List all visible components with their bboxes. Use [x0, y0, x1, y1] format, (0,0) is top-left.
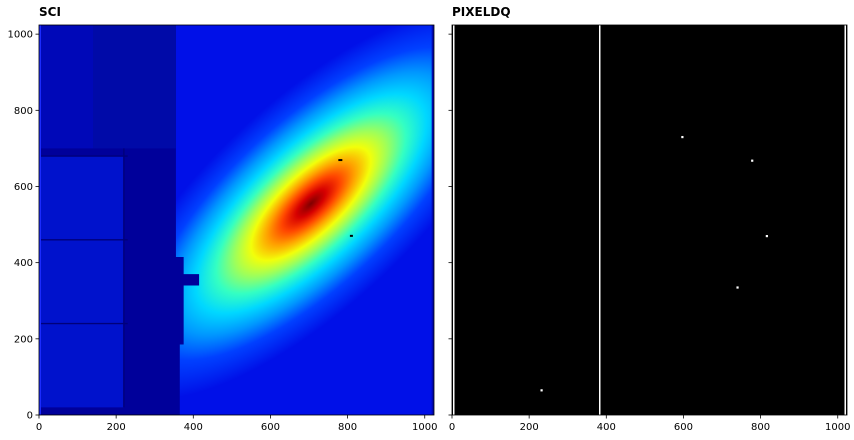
sci-xtick-label: 1000 [412, 422, 437, 433]
pixeldq-flagged-pixel [765, 234, 768, 238]
sci-title: SCI [39, 5, 61, 19]
pixeldq-xtick-label: 800 [751, 422, 770, 433]
sci-ytick-label: 0 [27, 411, 33, 422]
sci-left-edge [39, 25, 41, 415]
pixeldq-flagged-pixel [751, 159, 754, 162]
detector-panel-upper [41, 25, 94, 149]
sci-xtick-label: 400 [184, 422, 203, 433]
pixeldq-xtick-label: 200 [520, 422, 539, 433]
sci-xtick-label: 0 [36, 422, 42, 433]
pixeldq-xtick-label: 400 [597, 422, 616, 433]
pixeldq-flagged-pixel [540, 389, 543, 392]
detector-panel-upper-right [93, 25, 176, 149]
pixeldq-background [452, 25, 847, 415]
pixeldq-flagged-pixel [681, 135, 684, 139]
sci-xtick-label: 800 [338, 422, 357, 433]
pixeldq-xtick-label: 1000 [825, 422, 850, 433]
sci-xtick-label: 600 [261, 422, 280, 433]
sci-xtick-label: 200 [107, 422, 126, 433]
pixeldq-flagged-column-edge [453, 25, 455, 415]
sci-ytick-label: 800 [14, 106, 33, 117]
pixeldq-panel: 0 200 400 600 800 1000 [448, 24, 850, 433]
sci-bad-pixel [349, 234, 353, 237]
sci-right-edge [431, 25, 434, 415]
pixeldq-title: PIXELDQ [452, 5, 511, 19]
pixeldq-flagged-column [598, 25, 601, 415]
sci-ytick-label: 200 [14, 334, 33, 345]
sci-ytick-label: 1000 [8, 30, 33, 41]
sci-axes-frame [38, 24, 435, 416]
pixeldq-xtick-label: 600 [674, 422, 693, 433]
pixeldq-flagged-pixel [736, 286, 739, 289]
pixeldq-axes-frame [451, 24, 848, 416]
sci-ytick-label: 600 [14, 182, 33, 193]
pixeldq-flagged-column-edge [844, 25, 846, 415]
pixeldq-xtick-label: 0 [449, 422, 455, 433]
sci-ytick-label: 400 [14, 258, 33, 269]
sci-bad-pixel [338, 159, 343, 162]
sci-image [39, 25, 434, 415]
sci-panel: 0 200 400 600 800 1000 0 200 400 600 800 1000 [8, 24, 437, 433]
detector-panel-bright [41, 156, 124, 408]
